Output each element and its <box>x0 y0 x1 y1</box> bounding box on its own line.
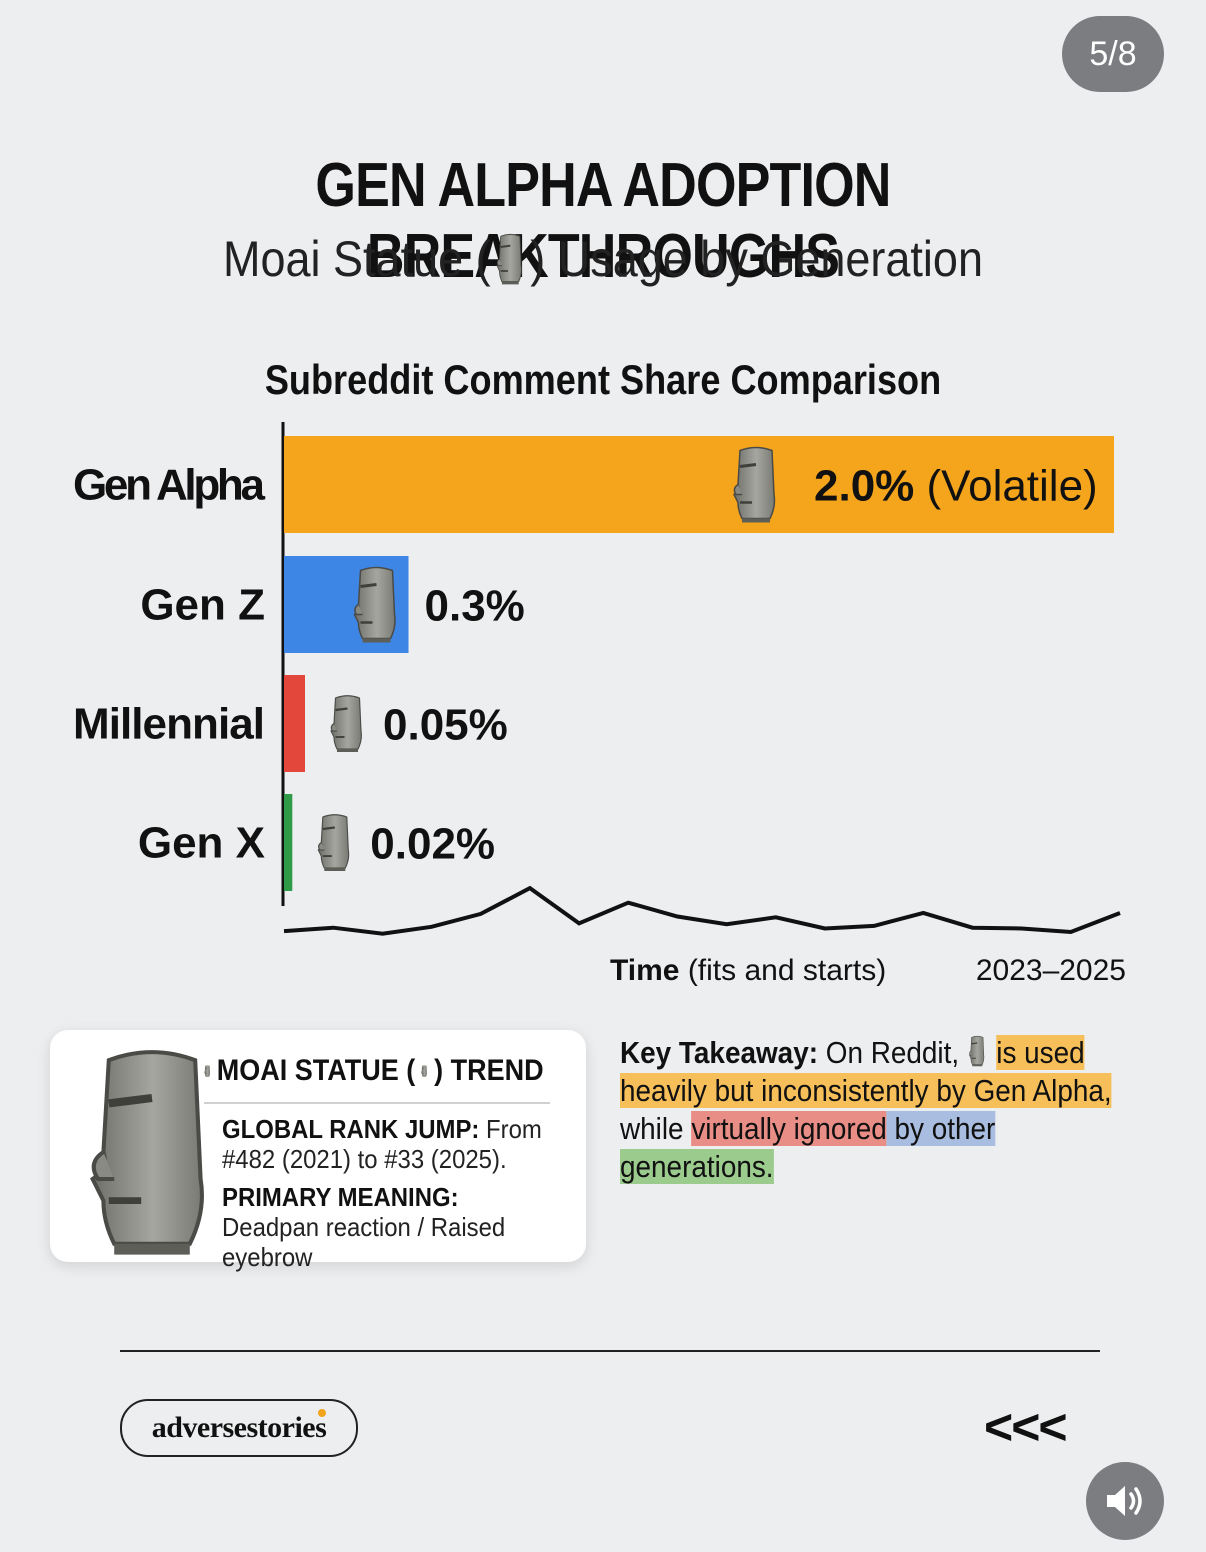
trend-heading-prefix: MOAI STATUE ( <box>216 1054 416 1087</box>
card-divider <box>204 1102 550 1104</box>
primary-meaning: PRIMARY MEANING: Deadpan reaction / Rais… <box>222 1182 553 1272</box>
key-takeaway: Key Takeaway: On Reddit, is used heavily… <box>620 1034 1124 1186</box>
category-label: Gen X <box>138 819 265 868</box>
meaning-text: Deadpan reaction / Raised eyebrow <box>222 1212 506 1272</box>
value-label: 0.05% <box>383 701 508 750</box>
footer-divider <box>120 1350 1100 1352</box>
chart-title: Subreddit Comment Share Comparison <box>264 356 942 403</box>
rank-label: GLOBAL RANK JUMP: <box>222 1114 480 1144</box>
bar-gen-alpha <box>284 436 1114 533</box>
meaning-label: PRIMARY MEANING: <box>222 1182 459 1212</box>
brand-dot <box>318 1409 326 1417</box>
value-label: 0.3% <box>425 582 525 631</box>
takeaway-highlight-blue: by other <box>886 1111 996 1146</box>
takeaway-highlight-red: virtually ignored <box>691 1111 887 1146</box>
category-label: Millennial <box>73 700 265 749</box>
moai-icon <box>329 694 363 754</box>
time-axis-label-bold: Time <box>610 954 679 987</box>
value-note: (Volatile) <box>914 462 1097 511</box>
global-rank-jump: GLOBAL RANK JUMP: From #482 (2021) to #3… <box>222 1114 553 1174</box>
bar-millennial <box>284 675 305 772</box>
moai-icon <box>203 1055 211 1087</box>
brand-badge[interactable]: adversestories <box>120 1399 358 1457</box>
moai-icon <box>732 446 776 524</box>
time-axis-label-rest: (fits and starts) <box>679 954 886 987</box>
trend-heading-suffix: ) TREND <box>434 1054 544 1087</box>
page-subtitle: Moai Statue ( ) Usage by Generation <box>60 230 1145 288</box>
takeaway-label: Key Takeaway: <box>620 1035 818 1070</box>
subtitle-before: Moai Statue ( <box>223 231 491 287</box>
speaker-icon <box>1107 1486 1142 1516</box>
time-range-label: 2023–2025 <box>976 954 1126 987</box>
takeaway-text-1: On Reddit, <box>818 1035 967 1070</box>
bar-chart: Gen Alpha 2.0% (Volatile) Gen Z 0.3% Millenn… <box>73 422 1126 987</box>
moai-icon <box>967 1035 989 1067</box>
time-axis-label: Time (fits and starts) <box>610 954 886 987</box>
category-label: Gen Z <box>140 581 265 630</box>
bar-gen-x <box>284 794 293 891</box>
previous-arrows[interactable]: <<< <box>984 1399 1068 1455</box>
moai-icon <box>317 813 350 873</box>
rank-text: From #482 (2021) to #33 (2025). <box>222 1114 542 1174</box>
takeaway-highlight-green: generations. <box>620 1149 774 1184</box>
trend-card: MOAI STATUE ( ) TREND GLOBAL RANK JUMP: … <box>50 1030 586 1272</box>
page-title: GEN ALPHA ADOPTION BREAKTHROUGHS <box>315 151 891 291</box>
takeaway-text-2: while <box>620 1111 692 1146</box>
moai-icon <box>421 1055 429 1087</box>
moai-icon <box>353 566 397 644</box>
category-label: Gen Alpha <box>73 461 266 510</box>
speaker-button[interactable] <box>1086 1462 1164 1540</box>
subtitle-after: ) Usage by Generation <box>530 231 983 287</box>
value-label: 0.02% <box>370 820 495 869</box>
value-label: 2.0% (Volatile) <box>814 462 1098 511</box>
time-trend-line <box>283 885 1121 936</box>
page-counter: 5/8 <box>1062 16 1164 92</box>
brand-name: adversestories <box>151 1411 327 1444</box>
trend-card-heading: MOAI STATUE ( ) TREND <box>198 1054 544 1088</box>
